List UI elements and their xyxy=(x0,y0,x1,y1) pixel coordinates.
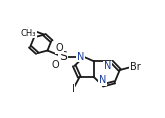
Text: I: I xyxy=(72,84,74,94)
Text: Br: Br xyxy=(130,62,141,72)
Text: O: O xyxy=(51,60,59,70)
Text: O: O xyxy=(56,43,63,53)
Text: N: N xyxy=(99,76,106,85)
Text: S: S xyxy=(59,50,67,63)
Text: N: N xyxy=(77,52,84,62)
Text: CH₃: CH₃ xyxy=(21,29,36,38)
Text: N: N xyxy=(104,61,111,71)
